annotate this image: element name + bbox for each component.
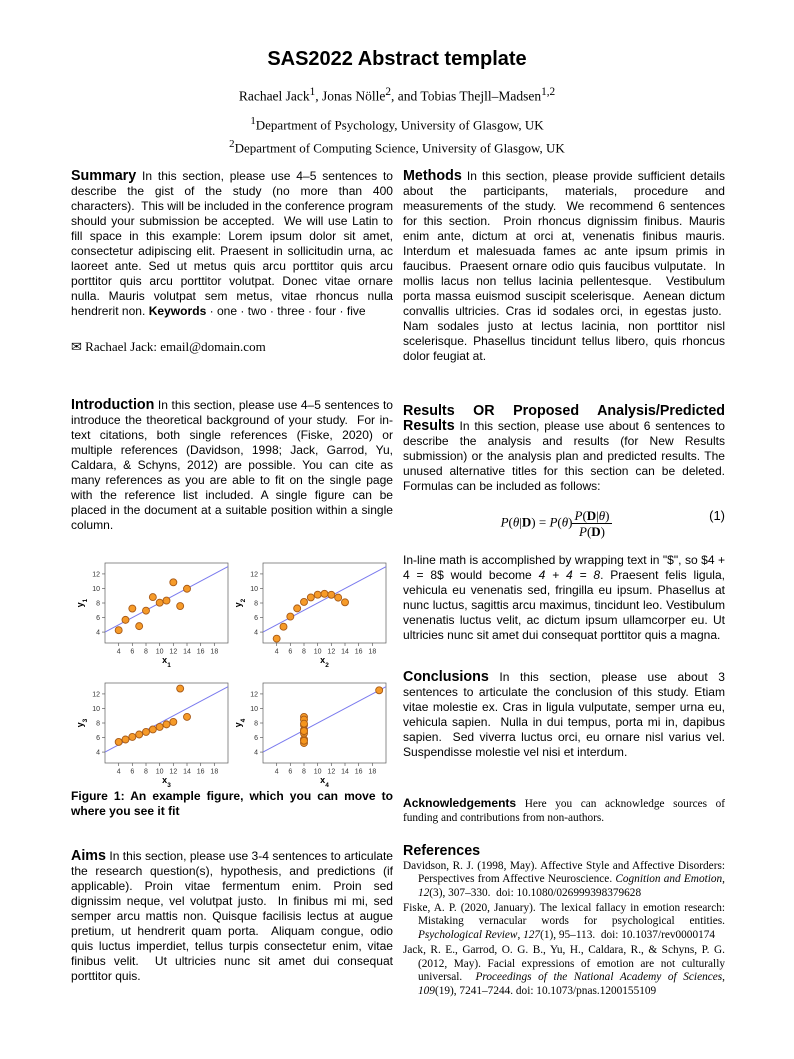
- svg-text:6: 6: [288, 649, 292, 656]
- svg-text:y4: y4: [233, 718, 247, 727]
- svg-text:8: 8: [302, 769, 306, 776]
- svg-text:4: 4: [96, 750, 100, 757]
- svg-text:4: 4: [254, 630, 258, 637]
- svg-text:4: 4: [254, 750, 258, 757]
- svg-text:8: 8: [144, 649, 148, 656]
- svg-text:8: 8: [96, 721, 100, 728]
- svg-text:x2: x2: [320, 655, 329, 669]
- svg-text:6: 6: [130, 769, 134, 776]
- svg-text:8: 8: [254, 721, 258, 728]
- svg-text:6: 6: [254, 615, 258, 622]
- svg-text:12: 12: [92, 572, 100, 579]
- svg-text:6: 6: [288, 769, 292, 776]
- svg-text:14: 14: [183, 769, 191, 776]
- svg-text:4: 4: [117, 769, 121, 776]
- svg-text:12: 12: [327, 649, 335, 656]
- svg-text:6: 6: [254, 735, 258, 742]
- svg-text:4: 4: [275, 649, 279, 656]
- svg-text:12: 12: [250, 692, 258, 699]
- svg-text:18: 18: [210, 769, 218, 776]
- svg-text:4: 4: [275, 769, 279, 776]
- svg-text:18: 18: [210, 649, 218, 656]
- svg-text:12: 12: [327, 769, 335, 776]
- svg-text:y1: y1: [75, 598, 89, 607]
- svg-text:16: 16: [355, 769, 363, 776]
- svg-text:8: 8: [254, 601, 258, 608]
- svg-text:8: 8: [144, 769, 148, 776]
- svg-text:10: 10: [250, 706, 258, 713]
- svg-text:18: 18: [368, 769, 376, 776]
- svg-text:12: 12: [169, 769, 177, 776]
- svg-text:6: 6: [96, 615, 100, 622]
- svg-text:12: 12: [169, 649, 177, 656]
- svg-text:6: 6: [96, 735, 100, 742]
- svg-text:y2: y2: [233, 598, 247, 607]
- svg-text:x3: x3: [162, 775, 171, 789]
- svg-text:8: 8: [96, 601, 100, 608]
- svg-text:y3: y3: [75, 718, 89, 727]
- svg-text:14: 14: [341, 649, 349, 656]
- svg-text:14: 14: [183, 649, 191, 656]
- svg-text:6: 6: [130, 649, 134, 656]
- svg-text:14: 14: [341, 769, 349, 776]
- svg-text:10: 10: [250, 586, 258, 593]
- svg-text:8: 8: [302, 649, 306, 656]
- svg-text:4: 4: [96, 630, 100, 637]
- svg-text:16: 16: [197, 649, 205, 656]
- svg-text:x1: x1: [162, 655, 171, 669]
- svg-text:10: 10: [92, 586, 100, 593]
- svg-text:x4: x4: [320, 775, 329, 789]
- svg-text:10: 10: [92, 706, 100, 713]
- svg-text:18: 18: [368, 649, 376, 656]
- svg-text:16: 16: [197, 769, 205, 776]
- svg-text:12: 12: [250, 572, 258, 579]
- svg-text:12: 12: [92, 692, 100, 699]
- svg-text:16: 16: [355, 649, 363, 656]
- svg-text:4: 4: [117, 649, 121, 656]
